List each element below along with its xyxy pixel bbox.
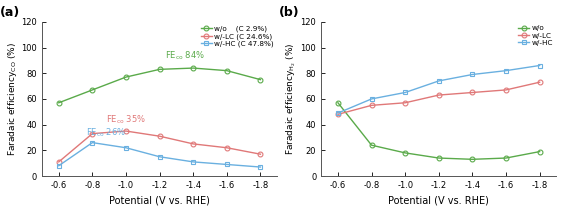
Y-axis label: Faradaic efficiency$_\mathrm{H_2}$ (%): Faradaic efficiency$_\mathrm{H_2}$ (%) — [284, 43, 298, 155]
w/-LC — [436, 94, 442, 96]
w/-LC (C 24.6%) — [224, 146, 230, 149]
w/o    (C 2.9%) — [89, 89, 96, 91]
w/-HC — [502, 69, 509, 72]
w/-LC — [334, 113, 341, 116]
w/-HC — [436, 80, 442, 82]
Text: (b): (b) — [279, 6, 300, 19]
w/o — [502, 157, 509, 159]
w/-LC (C 24.6%) — [123, 130, 129, 132]
Line: w/-HC: w/-HC — [336, 63, 542, 115]
Text: (a): (a) — [0, 6, 20, 19]
w/-HC (C 47.8%) — [89, 141, 96, 144]
Line: w/o: w/o — [336, 100, 542, 162]
w/-HC — [469, 73, 476, 76]
w/o    (C 2.9%) — [156, 68, 163, 71]
Line: w/-HC (C 47.8%): w/-HC (C 47.8%) — [56, 140, 263, 169]
w/o    (C 2.9%) — [123, 76, 129, 78]
w/-HC — [536, 64, 543, 67]
w/o — [436, 157, 442, 159]
Text: FE$_\mathrm{co}$ 35%: FE$_\mathrm{co}$ 35% — [106, 113, 146, 126]
w/o    (C 2.9%) — [56, 101, 62, 104]
Line: w/-LC: w/-LC — [336, 80, 542, 117]
Line: w/-LC (C 24.6%): w/-LC (C 24.6%) — [56, 129, 263, 164]
Line: w/o    (C 2.9%): w/o (C 2.9%) — [56, 66, 263, 105]
w/-HC (C 47.8%) — [156, 156, 163, 158]
w/-LC (C 24.6%) — [56, 161, 62, 163]
Legend: w/o    (C 2.9%), w/-LC (C 24.6%), w/-HC (C 47.8%): w/o (C 2.9%), w/-LC (C 24.6%), w/-HC (C … — [200, 24, 275, 49]
w/-HC — [368, 98, 375, 100]
w/-HC (C 47.8%) — [190, 161, 197, 163]
w/-LC — [368, 104, 375, 107]
w/-HC — [334, 112, 341, 114]
w/-LC — [502, 89, 509, 91]
w/-HC (C 47.8%) — [123, 146, 129, 149]
w/o — [402, 152, 409, 154]
w/-LC (C 24.6%) — [156, 135, 163, 137]
X-axis label: Potential (V vs. RHE): Potential (V vs. RHE) — [109, 195, 210, 206]
w/-HC (C 47.8%) — [257, 166, 264, 168]
w/-LC — [469, 91, 476, 94]
w/-LC — [402, 101, 409, 104]
w/o    (C 2.9%) — [224, 69, 230, 72]
w/-LC (C 24.6%) — [190, 143, 197, 145]
w/-HC (C 47.8%) — [56, 165, 62, 167]
w/o — [536, 150, 543, 153]
w/o — [368, 144, 375, 146]
w/o — [334, 101, 341, 104]
w/-LC (C 24.6%) — [89, 132, 96, 135]
w/-HC (C 47.8%) — [224, 163, 230, 166]
w/-LC (C 24.6%) — [257, 153, 264, 156]
w/o — [469, 158, 476, 161]
Text: FE$_\mathrm{co}$ 26%: FE$_\mathrm{co}$ 26% — [86, 126, 126, 139]
Text: FE$_\mathrm{co}$ 84%: FE$_\mathrm{co}$ 84% — [165, 49, 205, 62]
w/-LC — [536, 81, 543, 84]
w/o    (C 2.9%) — [257, 78, 264, 81]
Legend: w/o, w/-LC, w/-HC: w/o, w/-LC, w/-HC — [517, 24, 554, 47]
w/o    (C 2.9%) — [190, 67, 197, 69]
Y-axis label: Faradaic efficiency$_\mathrm{CO}$ (%): Faradaic efficiency$_\mathrm{CO}$ (%) — [6, 42, 19, 156]
w/-HC — [402, 91, 409, 94]
X-axis label: Potential (V vs. RHE): Potential (V vs. RHE) — [388, 195, 490, 206]
